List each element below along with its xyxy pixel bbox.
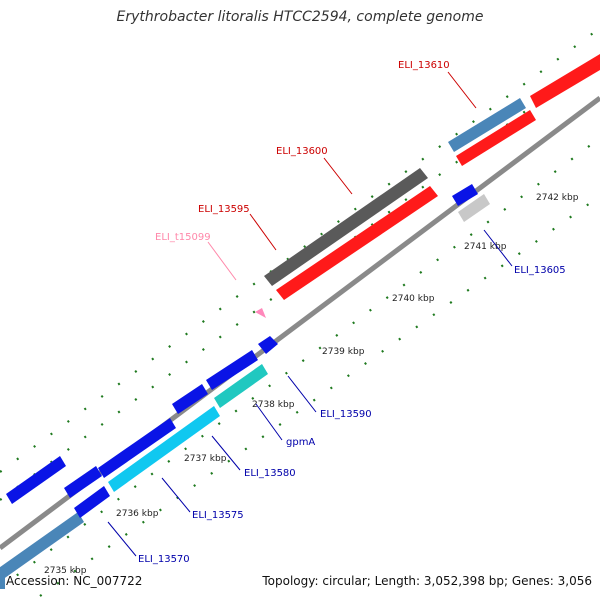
kbp-label-2738: 2738 kbp [252,400,295,410]
connector-eli-13580 [211,435,241,471]
gene-eli-13605[interactable] [452,184,478,206]
connector-eli-13600 [323,157,353,195]
kbp-label-2735: 2735 kbp [44,566,87,576]
connector-gpma [255,403,283,441]
connector-eli-13590 [287,375,317,413]
connector-eli-t15099 [207,241,237,281]
accession-text: Accession: NC_007722 [6,574,143,588]
gene-label-eli-13610[interactable]: ELI_13610 [398,60,450,71]
gene-eli-13595[interactable] [264,168,428,286]
connector-eli-13610 [447,71,477,109]
gene-eli-13610-red-b[interactable] [530,54,600,108]
kbp-label-2736: 2736 kbp [116,509,159,519]
connector-eli-13570 [107,521,137,557]
gene-gpma[interactable] [214,364,268,408]
topology-text: Topology: circular; Length: 3,052,398 bp… [262,574,592,588]
connector-eli-13575 [161,477,191,513]
tick-dots-inner-upper [0,137,600,589]
gene-label-eli-13600[interactable]: ELI_13600 [276,146,328,157]
gene-label-eli-13595[interactable]: ELI_13595 [198,204,250,215]
gene-label-gpma[interactable]: gpmA [286,437,315,448]
kbp-label-2742: 2742 kbp [536,193,579,203]
gene-eli-13590-b[interactable] [206,350,258,390]
gene-eli-13590[interactable] [172,384,208,414]
gene-eli-13605-gray[interactable] [458,194,490,222]
map-title: Erythrobacter litoralis HTCC2594, comple… [116,9,484,25]
gene-label-eli-13580[interactable]: ELI_13580 [244,468,296,479]
connector-eli-13605 [483,229,513,267]
gene-eli-13585[interactable] [98,418,176,478]
kbp-label-2739: 2739 kbp [322,347,365,357]
gene-eli-13580-b[interactable] [64,466,102,498]
kbp-label-2740: 2740 kbp [392,294,435,304]
kbp-label-2737: 2737 kbp [184,454,227,464]
gene-eli-13570-steel[interactable] [0,512,84,580]
gene-label-eli-13575[interactable]: ELI_13575 [192,510,244,521]
footer-bar: Accession: NC_007722 Topology: circular;… [0,572,600,592]
genome-backbone-inner [0,105,600,557]
gene-eli-13610-red[interactable] [456,110,536,166]
gene-label-eli-t15099[interactable]: ELI_t15099 [155,232,211,243]
kbp-label-2741: 2741 kbp [464,242,507,252]
tick-dots-outer-upper [0,27,600,473]
tick-dots-inner-lower [39,195,600,597]
gene-eli-13600[interactable] [276,186,438,300]
gene-eli-13575[interactable] [108,406,220,492]
gene-label-eli-13605[interactable]: ELI_13605 [514,265,566,276]
gene-eli-13610[interactable] [448,98,526,152]
gene-eli-13590-c[interactable] [258,336,278,354]
gene-label-eli-13570[interactable]: ELI_13570 [138,554,190,565]
gene-eli-13570[interactable] [74,486,110,518]
connector-eli-13595 [249,213,277,251]
gene-label-eli-13590[interactable]: ELI_13590 [320,409,372,420]
gene-eli-t15099[interactable] [255,308,266,318]
gene-eli-13580[interactable] [6,456,66,504]
legend-swatch [0,575,5,589]
